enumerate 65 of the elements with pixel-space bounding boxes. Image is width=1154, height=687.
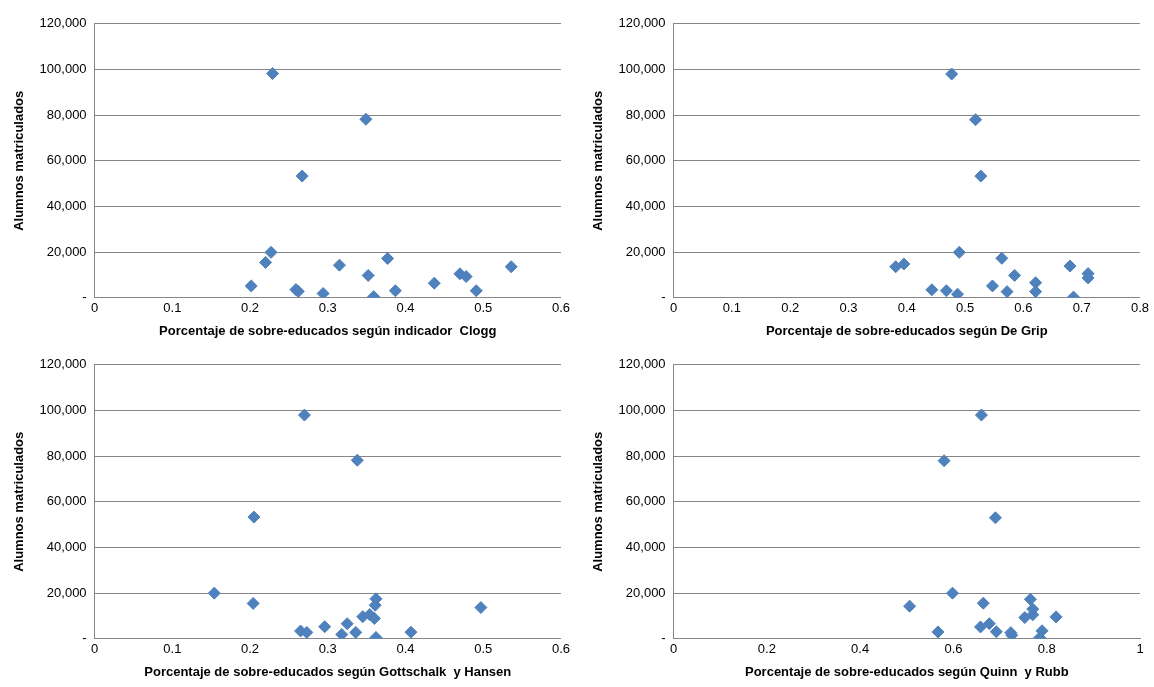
- y-tick-label: 60,000: [46, 493, 87, 509]
- y-tick-label: -: [661, 289, 666, 305]
- x-tick-label: 0: [669, 300, 678, 316]
- y-axis-title: Alumnos matriculados: [11, 431, 27, 572]
- x-tick-label: 0.6: [944, 641, 963, 657]
- y-tick-label: 100,000: [618, 402, 666, 418]
- x-tick-label: 0: [90, 641, 99, 657]
- x-tick-label: 0.2: [757, 641, 776, 657]
- x-axis-title: Porcentaje de sobre-educados según Quinn y Rubb: [744, 663, 1069, 679]
- y-tick-label: 60,000: [625, 493, 666, 509]
- x-tick-label: 0.2: [781, 300, 800, 316]
- y-tick-label: 100,000: [39, 402, 87, 418]
- x-tick-label: 0.3: [318, 300, 337, 316]
- x-tick-label: 0.1: [163, 300, 182, 316]
- y-tick-label: 60,000: [46, 152, 87, 168]
- y-tick-label: 80,000: [625, 447, 666, 463]
- x-tick-label: 0.2: [241, 300, 260, 316]
- y-tick-label: 100,000: [618, 61, 666, 77]
- y-tick-label: 80,000: [46, 447, 87, 463]
- x-tick-label: 0: [669, 641, 678, 657]
- y-axis-title: Alumnos matriculados: [11, 90, 27, 231]
- y-tick-label: -: [661, 630, 666, 646]
- y-tick-label: 20,000: [625, 243, 666, 259]
- y-tick-label: 120,000: [39, 356, 87, 372]
- x-tick-label: 0.3: [318, 641, 337, 657]
- x-tick-label: 0.1: [722, 300, 741, 316]
- x-tick-label: 0.8: [1130, 300, 1149, 316]
- x-tick-label: 0.5: [474, 300, 493, 316]
- x-tick-label: 0.7: [1072, 300, 1091, 316]
- x-tick-label: 0.6: [1014, 300, 1033, 316]
- y-tick-label: -: [82, 630, 87, 646]
- y-tick-label: 120,000: [618, 356, 666, 372]
- y-tick-label: -: [82, 289, 87, 305]
- y-tick-label: 40,000: [46, 198, 87, 214]
- x-tick-label: 1: [1136, 641, 1144, 657]
- y-tick-label: 20,000: [625, 584, 666, 600]
- y-tick-label: 20,000: [46, 243, 87, 259]
- x-axis-title: Porcentaje de sobre-educados según De Grip: [765, 322, 1048, 338]
- x-axis-title: Porcentaje de sobre-educados según indicador Clogg: [159, 322, 497, 338]
- x-tick-label: 0: [90, 300, 99, 316]
- y-tick-label: 40,000: [625, 539, 666, 555]
- x-tick-label: 0.5: [956, 300, 975, 316]
- x-tick-label: 0.4: [396, 300, 415, 316]
- x-tick-label: 0.4: [396, 641, 415, 657]
- x-tick-label: 0.6: [551, 300, 570, 316]
- x-axis-title: Porcentaje de sobre-educados según Gottschalk y Hansen: [144, 663, 512, 679]
- x-tick-label: 0.4: [851, 641, 870, 657]
- y-tick-label: 60,000: [625, 152, 666, 168]
- x-tick-label: 0.4: [897, 300, 916, 316]
- x-tick-label: 0.5: [474, 641, 493, 657]
- y-axis-title: Alumnos matriculados: [590, 90, 606, 231]
- y-tick-label: 120,000: [618, 15, 666, 31]
- y-tick-label: 100,000: [39, 61, 87, 77]
- x-tick-label: 0.6: [551, 641, 570, 657]
- y-tick-label: 40,000: [46, 539, 87, 555]
- y-axis-title: Alumnos matriculados: [590, 431, 606, 572]
- y-tick-label: 40,000: [625, 198, 666, 214]
- y-tick-label: 20,000: [46, 584, 87, 600]
- y-tick-label: 120,000: [39, 15, 87, 31]
- x-tick-label: 0.2: [241, 641, 260, 657]
- y-tick-label: 80,000: [625, 106, 666, 122]
- x-tick-label: 0.1: [163, 641, 182, 657]
- y-tick-label: 80,000: [46, 106, 87, 122]
- x-tick-label: 0.8: [1037, 641, 1056, 657]
- x-tick-label: 0.3: [839, 300, 858, 316]
